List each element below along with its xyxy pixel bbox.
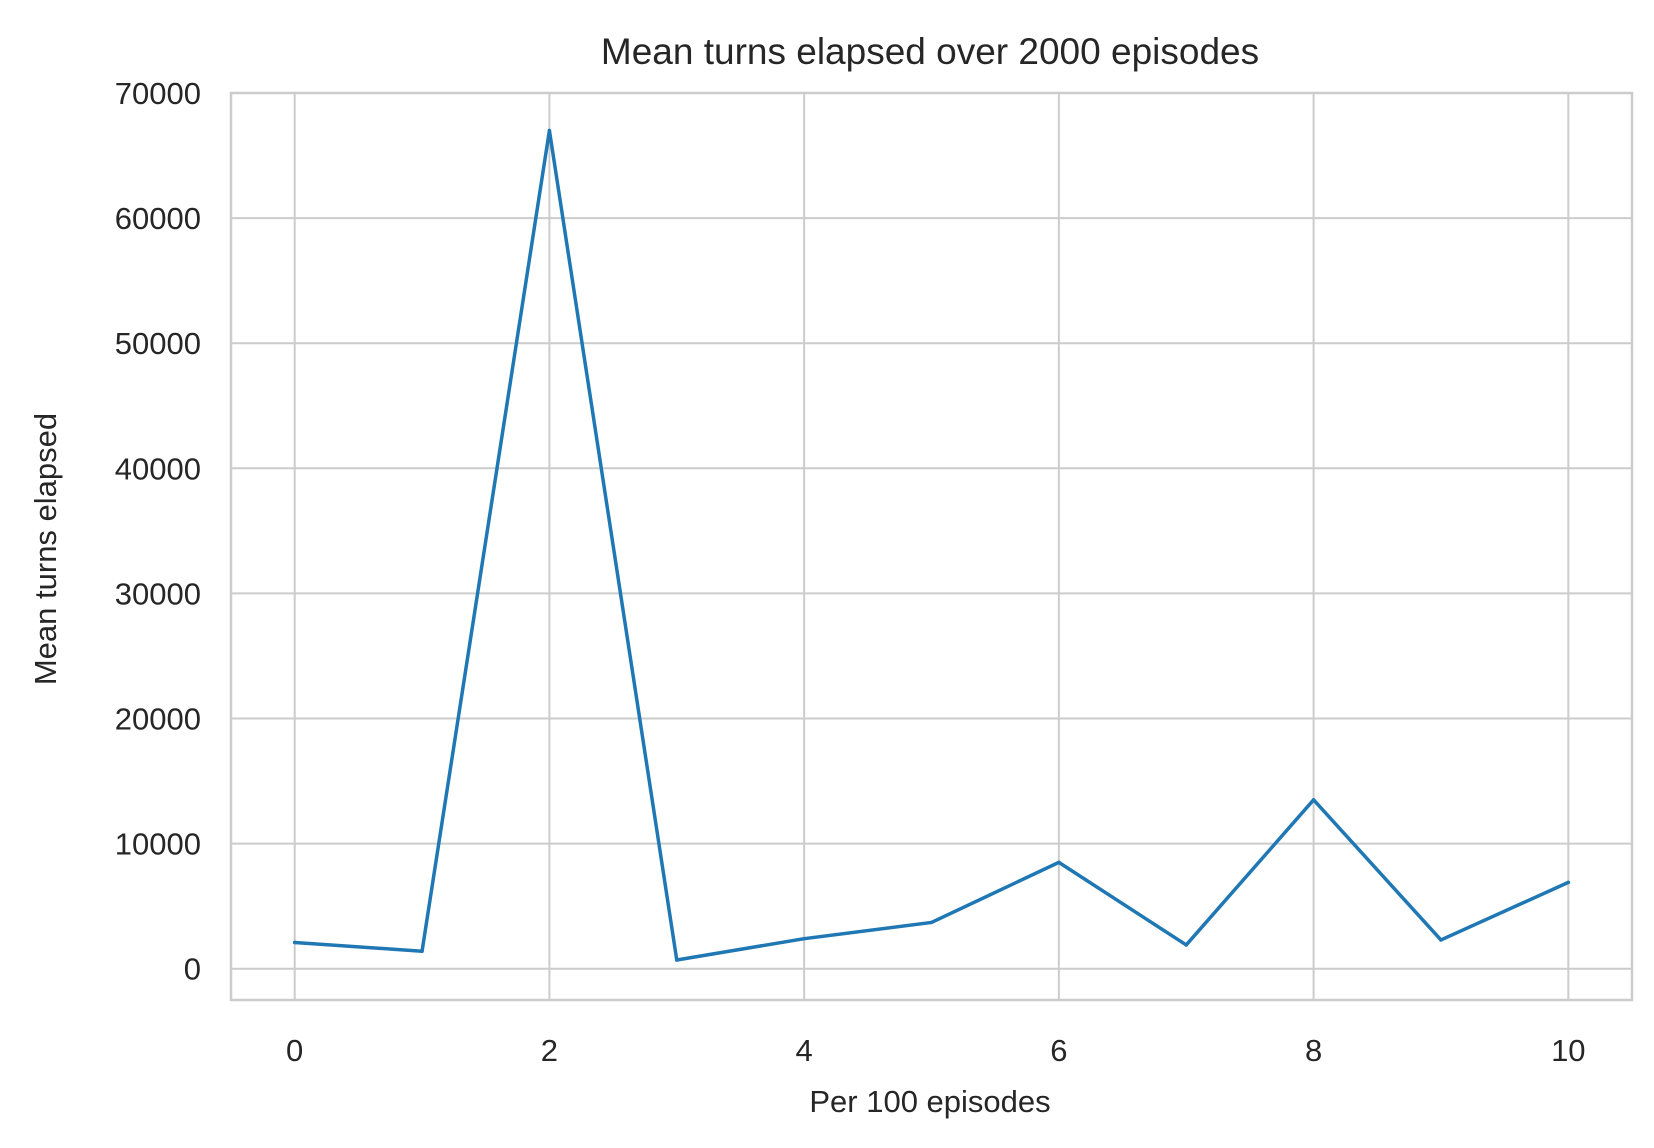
- data-point: [1566, 880, 1571, 885]
- data-point: [675, 958, 679, 962]
- y-tick-label: 30000: [115, 576, 201, 611]
- series-layer: [292, 128, 1571, 962]
- y-axis-label: Mean turns elapsed: [28, 413, 63, 685]
- x-tick-label: 6: [1050, 1033, 1067, 1068]
- data-point: [1184, 943, 1188, 947]
- data-point: [1439, 938, 1443, 942]
- data-point: [420, 949, 424, 953]
- y-tick-label: 70000: [115, 76, 201, 111]
- y-tick-label: 20000: [115, 702, 201, 737]
- x-tick-label: 8: [1305, 1033, 1322, 1068]
- x-tick-label: 0: [286, 1033, 303, 1068]
- chart-title: Mean turns elapsed over 2000 episodes: [601, 31, 1259, 72]
- y-tick-label: 50000: [115, 326, 201, 361]
- y-tick-label: 60000: [115, 201, 201, 236]
- y-tick-label: 10000: [115, 827, 201, 862]
- data-point: [1311, 798, 1316, 802]
- x-tick-label: 10: [1551, 1033, 1585, 1068]
- x-tick-label: 4: [796, 1033, 813, 1068]
- y-tick-labels: 0 10000 20000 30000 40000 50000 60000 70000: [115, 76, 201, 987]
- data-point: [929, 920, 934, 925]
- data-point: [292, 940, 297, 945]
- x-tick-label: 2: [541, 1033, 558, 1068]
- x-axis-label: Per 100 episodes: [809, 1084, 1050, 1119]
- x-tick-labels: 0 2 4 6 8 10: [286, 1033, 1586, 1068]
- plot-frame: [229, 91, 1634, 1002]
- data-point: [1057, 860, 1061, 865]
- data-point: [802, 936, 806, 941]
- y-tick-label: 40000: [115, 451, 201, 486]
- y-tick-label: 0: [184, 952, 201, 987]
- x-gridlines: [293, 93, 1570, 1000]
- data-point: [547, 128, 552, 133]
